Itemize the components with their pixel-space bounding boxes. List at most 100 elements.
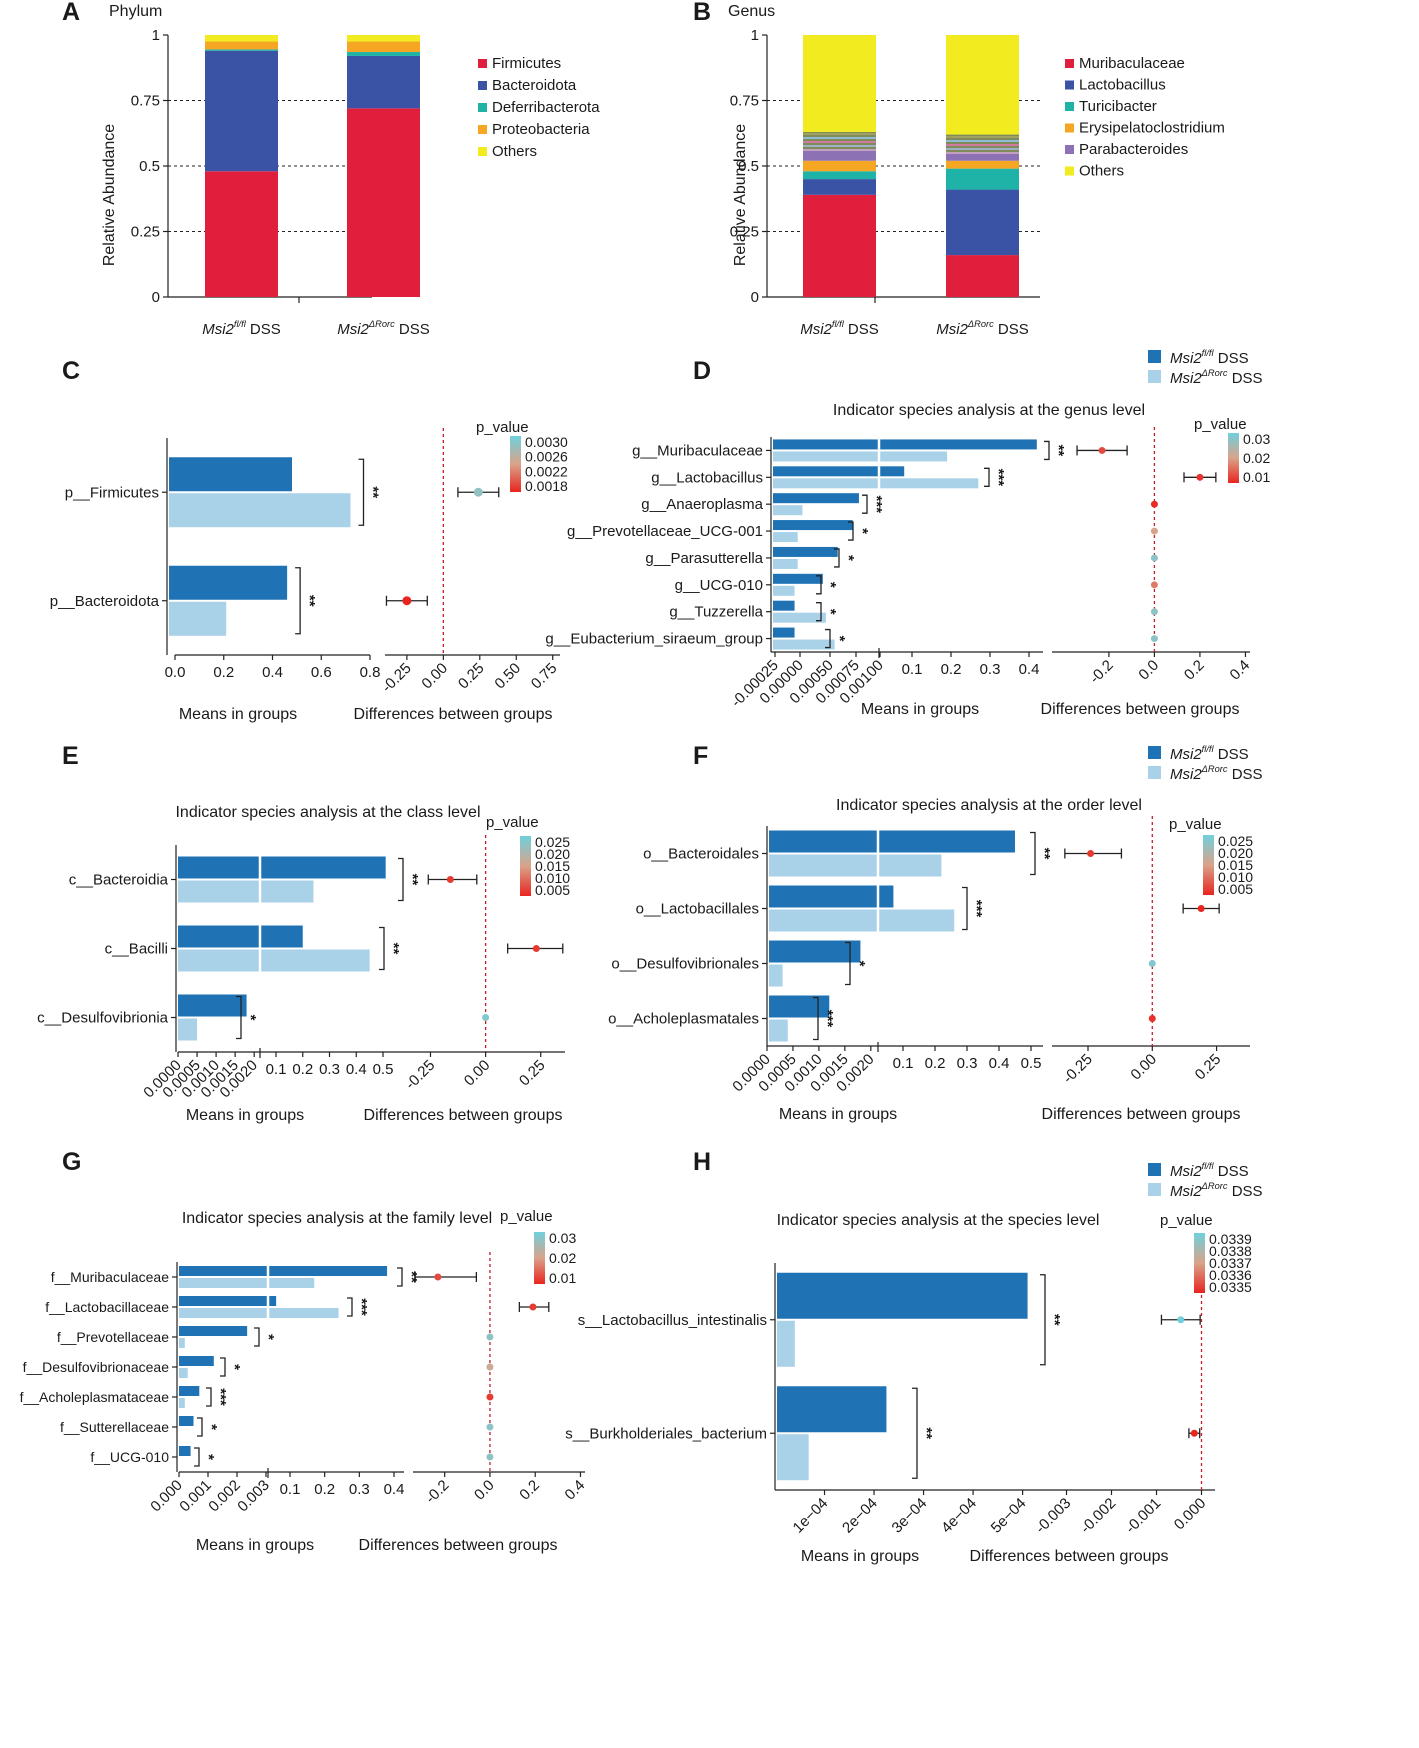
- legend-wt: Msi2fl/fl DSS: [1170, 1161, 1249, 1180]
- significance-stars: *: [226, 1364, 243, 1370]
- legend-swatch-wt: [1148, 1163, 1161, 1176]
- x-tick-label: 0.001: [176, 1477, 215, 1516]
- x-tick-label: 0.3: [957, 1055, 978, 1072]
- legend-item: Muribaculaceae: [1079, 55, 1185, 72]
- means-axis-label: Means in groups: [196, 1537, 314, 1554]
- panel-label-G: G: [62, 1148, 81, 1176]
- panel-label-C: C: [62, 357, 80, 385]
- significance-stars: ***: [212, 1388, 229, 1406]
- legend-swatch-ko: [1148, 766, 1161, 779]
- pvalue-tick-label: 0.0338: [1209, 1243, 1252, 1259]
- bar-wt: [773, 627, 795, 638]
- significance-stars: **: [918, 1427, 935, 1439]
- x-tick-label: 0.6: [311, 664, 332, 681]
- panel-F-title: Indicator species analysis at the order …: [836, 797, 1142, 814]
- difference-point: [446, 876, 454, 883]
- x-tick-label: 0.1: [902, 661, 923, 678]
- significance-stars: **: [403, 1271, 420, 1283]
- y-axis-label: Relative Abundance: [732, 124, 749, 266]
- bar-wt: [773, 573, 823, 584]
- row-label: f__Sutterellaceae: [60, 1419, 169, 1435]
- legend-ko: Msi2ΔRorc DSS: [1170, 764, 1263, 783]
- legend-swatch: [478, 81, 487, 90]
- stack-segment: [803, 179, 876, 195]
- significance-bracket: [358, 458, 365, 526]
- row-label: s__Burkholderiales_bacterium: [565, 1425, 767, 1442]
- x-tick-label: 0.1: [280, 1481, 301, 1498]
- x-tick-label: 0.2: [516, 1477, 543, 1504]
- significance-bracket: [813, 996, 819, 1041]
- legend-ko-treatment: DSS: [1228, 1183, 1263, 1200]
- y-tick-label: 0: [152, 289, 160, 306]
- x-tick-label: 0.3: [980, 661, 1001, 678]
- significance-bracket: [834, 548, 840, 568]
- stack-segment: [347, 41, 420, 53]
- panel-G-title: Indicator species analysis at the family…: [182, 1210, 492, 1227]
- x-tick-label: 0.00: [461, 1057, 494, 1090]
- panel-D-title: Indicator species analysis at the genus …: [833, 402, 1145, 419]
- bar-wt: [769, 940, 861, 963]
- x-tick-label: -0.2: [1086, 657, 1116, 687]
- significance-bracket: [962, 886, 968, 931]
- y-tick-label: 0.75: [131, 93, 160, 110]
- bar-ko: [769, 909, 955, 932]
- x-tick-label: 0.0: [471, 1477, 498, 1504]
- stack-segment: [946, 255, 1019, 297]
- stack-segment: [205, 41, 278, 50]
- significance-stars: *: [822, 582, 839, 588]
- pvalue-tick-label: 0.01: [549, 1270, 576, 1286]
- bar-wt: [178, 994, 247, 1017]
- pvalue-tick-label: 0.005: [535, 882, 570, 898]
- difference-point: [1150, 554, 1158, 562]
- minor-genus-stripe: [803, 141, 876, 143]
- bar-wt: [179, 1326, 248, 1336]
- x-tick-label: 0.1: [893, 1055, 914, 1072]
- panel-label-B: B: [693, 0, 711, 26]
- difference-point: [1150, 608, 1158, 616]
- x-tick-label: -0.25: [402, 1057, 438, 1093]
- bar-ko: [773, 639, 835, 650]
- category-label: Msi2ΔRorc DSS: [337, 319, 430, 338]
- bar-wt: [169, 457, 292, 492]
- stack-segment: [803, 150, 876, 161]
- stack-segment: [205, 49, 278, 51]
- stack-segment: [946, 35, 1019, 135]
- row-label: g__UCG-010: [675, 577, 763, 594]
- x-tick-label: -0.25: [1060, 1051, 1096, 1087]
- bar-wt: [773, 466, 905, 477]
- significance-bracket: [398, 857, 404, 902]
- row-label: o__Desulfovibrionales: [611, 956, 759, 973]
- x-tick-label: 3e−04: [889, 1495, 931, 1537]
- pvalue-tick-label: 0.01: [1243, 469, 1270, 485]
- pvalue-title: p_value: [486, 814, 539, 831]
- significance-bracket: [825, 628, 831, 649]
- pvalue-tick-label: 0.010: [1218, 869, 1253, 885]
- category-label: Msi2fl/fl DSS: [202, 319, 281, 338]
- bar-ko: [769, 1019, 788, 1042]
- legend-ko-treatment: DSS: [1228, 370, 1263, 387]
- pvalue-tick-label: 0.025: [1218, 833, 1253, 849]
- x-tick-label: 0.4: [562, 1477, 589, 1504]
- pvalue-tick-label: 0.02: [549, 1250, 576, 1266]
- legend-item: Firmicutes: [492, 55, 561, 72]
- significance-stars: ***: [868, 495, 885, 513]
- significance-stars: ***: [353, 1298, 370, 1316]
- pvalue-tick-label: 0.0337: [1209, 1255, 1252, 1271]
- bar-wt: [179, 1296, 277, 1306]
- legend-ko: Msi2ΔRorc DSS: [1170, 368, 1263, 387]
- stack-segment: [803, 35, 876, 132]
- x-tick-label: 0.2: [292, 1061, 313, 1078]
- panel-B-title: Genus: [728, 3, 775, 20]
- minor-genus-stripe: [946, 152, 1019, 154]
- stack-segment: [205, 171, 278, 297]
- pvalue-tick-label: 0.0339: [1209, 1231, 1252, 1247]
- difference-point: [486, 1363, 494, 1371]
- difference-point: [402, 596, 412, 606]
- pvalue-title: p_value: [1169, 816, 1222, 833]
- panel-E-title: Indicator species analysis at the class …: [175, 804, 480, 821]
- x-tick-label: 0.25: [516, 1057, 549, 1090]
- pvalue-title: p_value: [1160, 1212, 1213, 1229]
- difference-point: [1190, 1429, 1198, 1437]
- significance-bracket: [254, 1327, 260, 1347]
- x-tick-label: -0.003: [1032, 1495, 1074, 1537]
